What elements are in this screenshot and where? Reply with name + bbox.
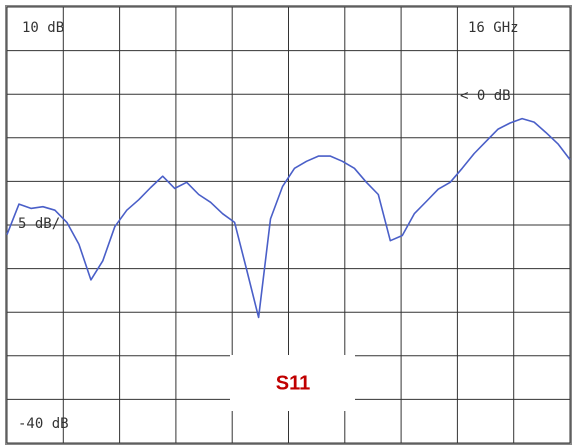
- bottom-scale-label: -40 dB: [18, 416, 69, 432]
- scale-label: 5 dB/: [18, 216, 60, 232]
- trace-line: [6, 117, 571, 319]
- trace-label: S11: [276, 372, 310, 394]
- top-scale-label: 10 dB: [22, 20, 64, 36]
- reference-label: < 0 dB: [460, 88, 511, 104]
- trace-label-box: [230, 355, 355, 411]
- stop-frequency-label: 16 GHz: [468, 20, 519, 36]
